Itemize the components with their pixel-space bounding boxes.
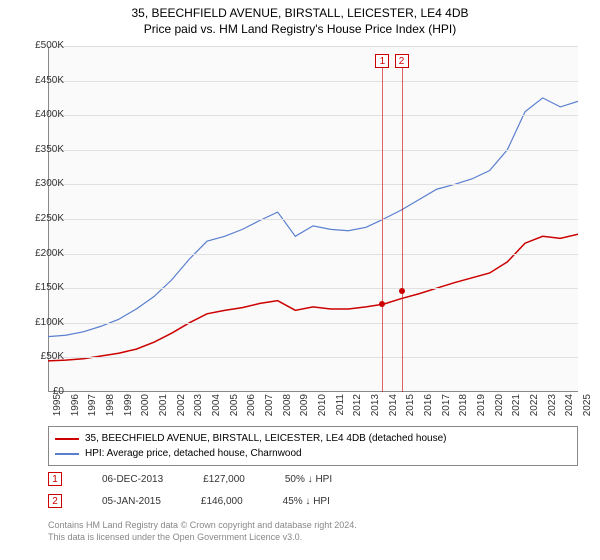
gridline bbox=[48, 357, 578, 358]
xtick-label: 2020 bbox=[494, 394, 505, 424]
sale-point bbox=[399, 288, 405, 294]
gridline bbox=[48, 254, 578, 255]
gridline bbox=[48, 219, 578, 220]
table-row: 2 05-JAN-2015 £146,000 45% ↓ HPI bbox=[48, 490, 332, 512]
xtick-label: 2013 bbox=[370, 394, 381, 424]
xtick-label: 1998 bbox=[105, 394, 116, 424]
xtick-label: 2022 bbox=[529, 394, 540, 424]
xtick-label: 2023 bbox=[547, 394, 558, 424]
sale-marker-2: 2 bbox=[48, 494, 62, 508]
ytick-label: £150K bbox=[24, 282, 64, 293]
ytick-label: £350K bbox=[24, 144, 64, 155]
chart-title: 35, BEECHFIELD AVENUE, BIRSTALL, LEICEST… bbox=[0, 0, 600, 20]
xtick-label: 2025 bbox=[582, 394, 593, 424]
ytick-label: £50K bbox=[24, 351, 64, 362]
gridline bbox=[48, 184, 578, 185]
sale-marker-1: 1 bbox=[48, 472, 62, 486]
ytick-label: £100K bbox=[24, 317, 64, 328]
legend-item-price-paid: 35, BEECHFIELD AVENUE, BIRSTALL, LEICEST… bbox=[55, 431, 571, 446]
gridline bbox=[48, 288, 578, 289]
xtick-label: 2007 bbox=[264, 394, 275, 424]
chart-plot-area: 12 bbox=[48, 46, 578, 392]
gridline bbox=[48, 81, 578, 82]
xtick-label: 2004 bbox=[211, 394, 222, 424]
gridline bbox=[48, 323, 578, 324]
xtick-label: 1996 bbox=[70, 394, 81, 424]
xtick-label: 1999 bbox=[123, 394, 134, 424]
xtick-label: 2012 bbox=[352, 394, 363, 424]
xtick-label: 2015 bbox=[405, 394, 416, 424]
legend-swatch bbox=[55, 438, 79, 440]
sale-price: £146,000 bbox=[201, 496, 243, 507]
ytick-label: £400K bbox=[24, 109, 64, 120]
xtick-label: 2021 bbox=[511, 394, 522, 424]
legend-item-hpi: HPI: Average price, detached house, Char… bbox=[55, 446, 571, 461]
xtick-label: 2017 bbox=[441, 394, 452, 424]
marker-line bbox=[402, 68, 403, 392]
marker-box: 2 bbox=[395, 54, 409, 68]
marker-box: 1 bbox=[375, 54, 389, 68]
sale-date: 05-JAN-2015 bbox=[102, 496, 161, 507]
marker-line bbox=[382, 68, 383, 392]
footer-attribution: Contains HM Land Registry data © Crown c… bbox=[48, 520, 357, 543]
sale-price: £127,000 bbox=[203, 474, 245, 485]
xtick-label: 2006 bbox=[246, 394, 257, 424]
xtick-label: 2019 bbox=[476, 394, 487, 424]
xtick-label: 1997 bbox=[87, 394, 98, 424]
legend: 35, BEECHFIELD AVENUE, BIRSTALL, LEICEST… bbox=[48, 426, 578, 466]
ytick-label: £500K bbox=[24, 40, 64, 51]
chart-subtitle: Price paid vs. HM Land Registry's House … bbox=[0, 20, 600, 36]
series-hpi bbox=[48, 98, 578, 337]
xtick-label: 2000 bbox=[140, 394, 151, 424]
xtick-label: 2014 bbox=[388, 394, 399, 424]
xtick-label: 2010 bbox=[317, 394, 328, 424]
sale-delta: 50% ↓ HPI bbox=[285, 474, 332, 485]
xtick-label: 2011 bbox=[335, 394, 346, 424]
ytick-label: £200K bbox=[24, 248, 64, 259]
legend-label: HPI: Average price, detached house, Char… bbox=[85, 448, 302, 459]
legend-label: 35, BEECHFIELD AVENUE, BIRSTALL, LEICEST… bbox=[85, 433, 446, 444]
footer-line: This data is licensed under the Open Gov… bbox=[48, 532, 357, 544]
ytick-label: £250K bbox=[24, 213, 64, 224]
xtick-label: 2005 bbox=[229, 394, 240, 424]
ytick-label: £300K bbox=[24, 178, 64, 189]
footer-line: Contains HM Land Registry data © Crown c… bbox=[48, 520, 357, 532]
gridline bbox=[48, 46, 578, 47]
xtick-label: 1995 bbox=[52, 394, 63, 424]
xtick-label: 2003 bbox=[193, 394, 204, 424]
sales-table: 1 06-DEC-2013 £127,000 50% ↓ HPI 2 05-JA… bbox=[48, 468, 332, 512]
sale-delta: 45% ↓ HPI bbox=[283, 496, 330, 507]
xtick-label: 2018 bbox=[458, 394, 469, 424]
xtick-label: 2002 bbox=[176, 394, 187, 424]
xtick-label: 2009 bbox=[299, 394, 310, 424]
legend-swatch bbox=[55, 453, 79, 455]
sale-date: 06-DEC-2013 bbox=[102, 474, 163, 485]
chart-container: 35, BEECHFIELD AVENUE, BIRSTALL, LEICEST… bbox=[0, 0, 600, 560]
xtick-label: 2016 bbox=[423, 394, 434, 424]
table-row: 1 06-DEC-2013 £127,000 50% ↓ HPI bbox=[48, 468, 332, 490]
gridline bbox=[48, 115, 578, 116]
xtick-label: 2008 bbox=[282, 394, 293, 424]
xtick-label: 2001 bbox=[158, 394, 169, 424]
sale-point bbox=[379, 301, 385, 307]
ytick-label: £450K bbox=[24, 75, 64, 86]
xtick-label: 2024 bbox=[564, 394, 575, 424]
gridline bbox=[48, 150, 578, 151]
